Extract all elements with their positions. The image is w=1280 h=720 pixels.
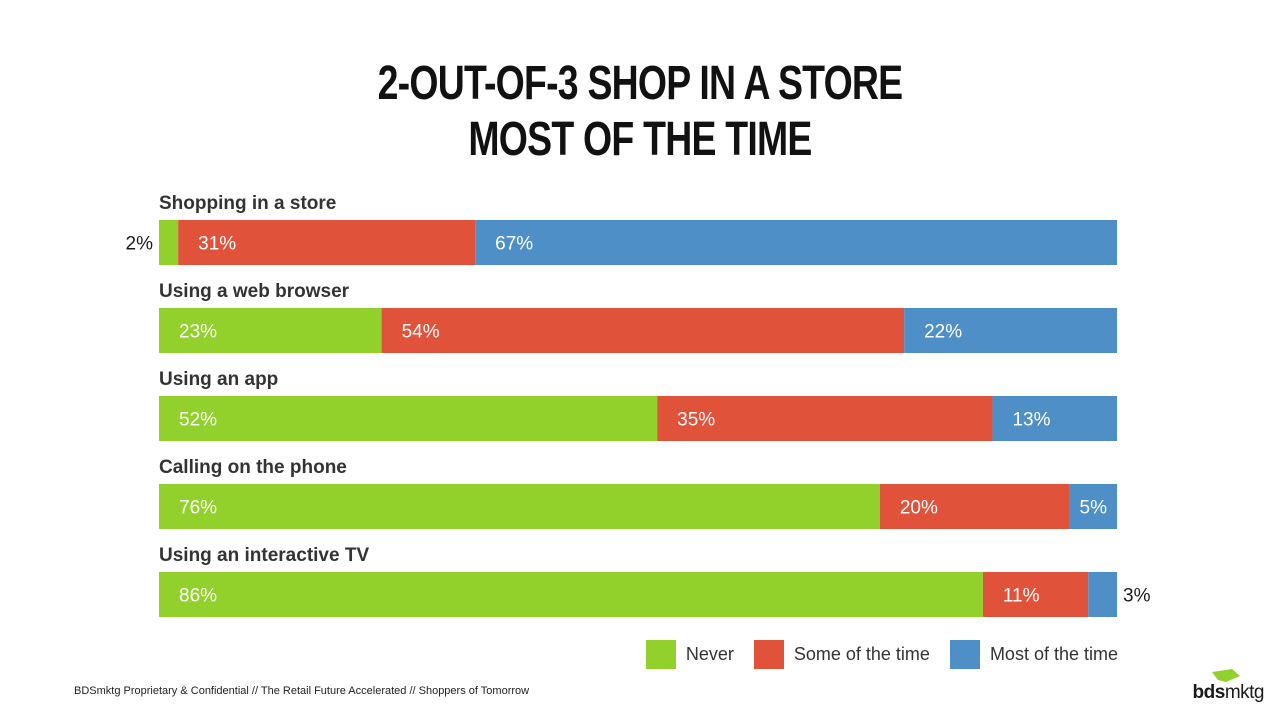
legend-swatch-some [753, 640, 784, 669]
legend-item-some: Some of the time [753, 640, 930, 669]
data-label-using-an-interactive-tv-most: 3% [1123, 586, 1151, 607]
data-label-shopping-in-a-store-never: 2% [126, 234, 154, 255]
bar-using-an-app-most [992, 396, 1117, 441]
data-label-shopping-in-a-store-most: 67% [495, 234, 533, 255]
legend-item-never: Never [645, 640, 734, 669]
chart-title-line-1: 2-OUT-OF-3 SHOP IN A STORE [377, 57, 904, 110]
data-label-using-an-interactive-tv-never: 86% [179, 586, 217, 607]
category-label-using-an-app: Using an app [159, 369, 278, 390]
category-label-using-an-interactive-tv: Using an interactive TV [159, 545, 369, 566]
data-label-using-an-app-most: 13% [1012, 410, 1050, 431]
category-label-using-a-web-browser: Using a web browser [159, 281, 350, 302]
bar-using-an-interactive-tv-most [1088, 572, 1117, 617]
data-label-shopping-in-a-store-some: 31% [198, 234, 236, 255]
bar-using-a-web-browser-most [904, 308, 1117, 353]
chart-title: 2-OUT-OF-3 SHOP IN A STORE MOST OF THE T… [0, 56, 1280, 168]
data-label-using-a-web-browser-most: 22% [924, 322, 962, 343]
bar-calling-on-the-phone-never [159, 484, 880, 529]
data-label-calling-on-the-phone-most: 5% [1080, 498, 1108, 519]
data-label-calling-on-the-phone-never: 76% [179, 498, 217, 519]
bar-using-a-web-browser-never [159, 308, 382, 353]
legend-label-some: Some of the time [793, 644, 930, 664]
data-label-using-an-app-some: 35% [677, 410, 715, 431]
logo-text-light: mktg [1224, 682, 1265, 703]
legend-item-most: Most of the time [949, 640, 1118, 669]
legend-label-most: Most of the time [989, 644, 1118, 664]
legend-swatch-never [645, 640, 676, 669]
bdsmktg-logo [1212, 669, 1240, 682]
logo-text: bdsmktg [1192, 682, 1265, 704]
data-label-using-an-app-never: 52% [179, 410, 217, 431]
logo-mark-icon [1212, 669, 1240, 682]
bar-using-a-web-browser-some [381, 308, 905, 353]
data-label-using-an-interactive-tv-some: 11% [1003, 586, 1040, 607]
bar-shopping-in-a-store-some [178, 220, 476, 265]
chart-title-line-2: MOST OF THE TIME [468, 113, 812, 166]
bar-calling-on-the-phone-most [1069, 484, 1117, 529]
data-label-using-a-web-browser-some: 54% [402, 322, 440, 343]
bar-calling-on-the-phone-some [879, 484, 1070, 529]
category-label-calling-on-the-phone: Calling on the phone [159, 457, 347, 478]
bar-shopping-in-a-store-most [475, 220, 1117, 265]
legend-swatch-most [949, 640, 980, 669]
data-label-using-a-web-browser-never: 23% [179, 322, 217, 343]
bar-using-an-app-some [657, 396, 993, 441]
bar-using-an-app-never [159, 396, 658, 441]
footer-text: BDSmktg Proprietary & Confidential // Th… [74, 685, 530, 697]
bar-shopping-in-a-store-never [159, 220, 179, 265]
bar-using-an-interactive-tv-never [159, 572, 983, 617]
chart-legend: Never Some of the time Most of the time [626, 640, 1118, 669]
category-label-shopping-in-a-store: Shopping in a store [159, 193, 336, 214]
logo-text-bold: bds [1192, 682, 1226, 703]
legend-label-never: Never [685, 644, 734, 664]
data-label-calling-on-the-phone-some: 20% [900, 498, 938, 519]
bar-using-an-interactive-tv-some [982, 572, 1089, 617]
